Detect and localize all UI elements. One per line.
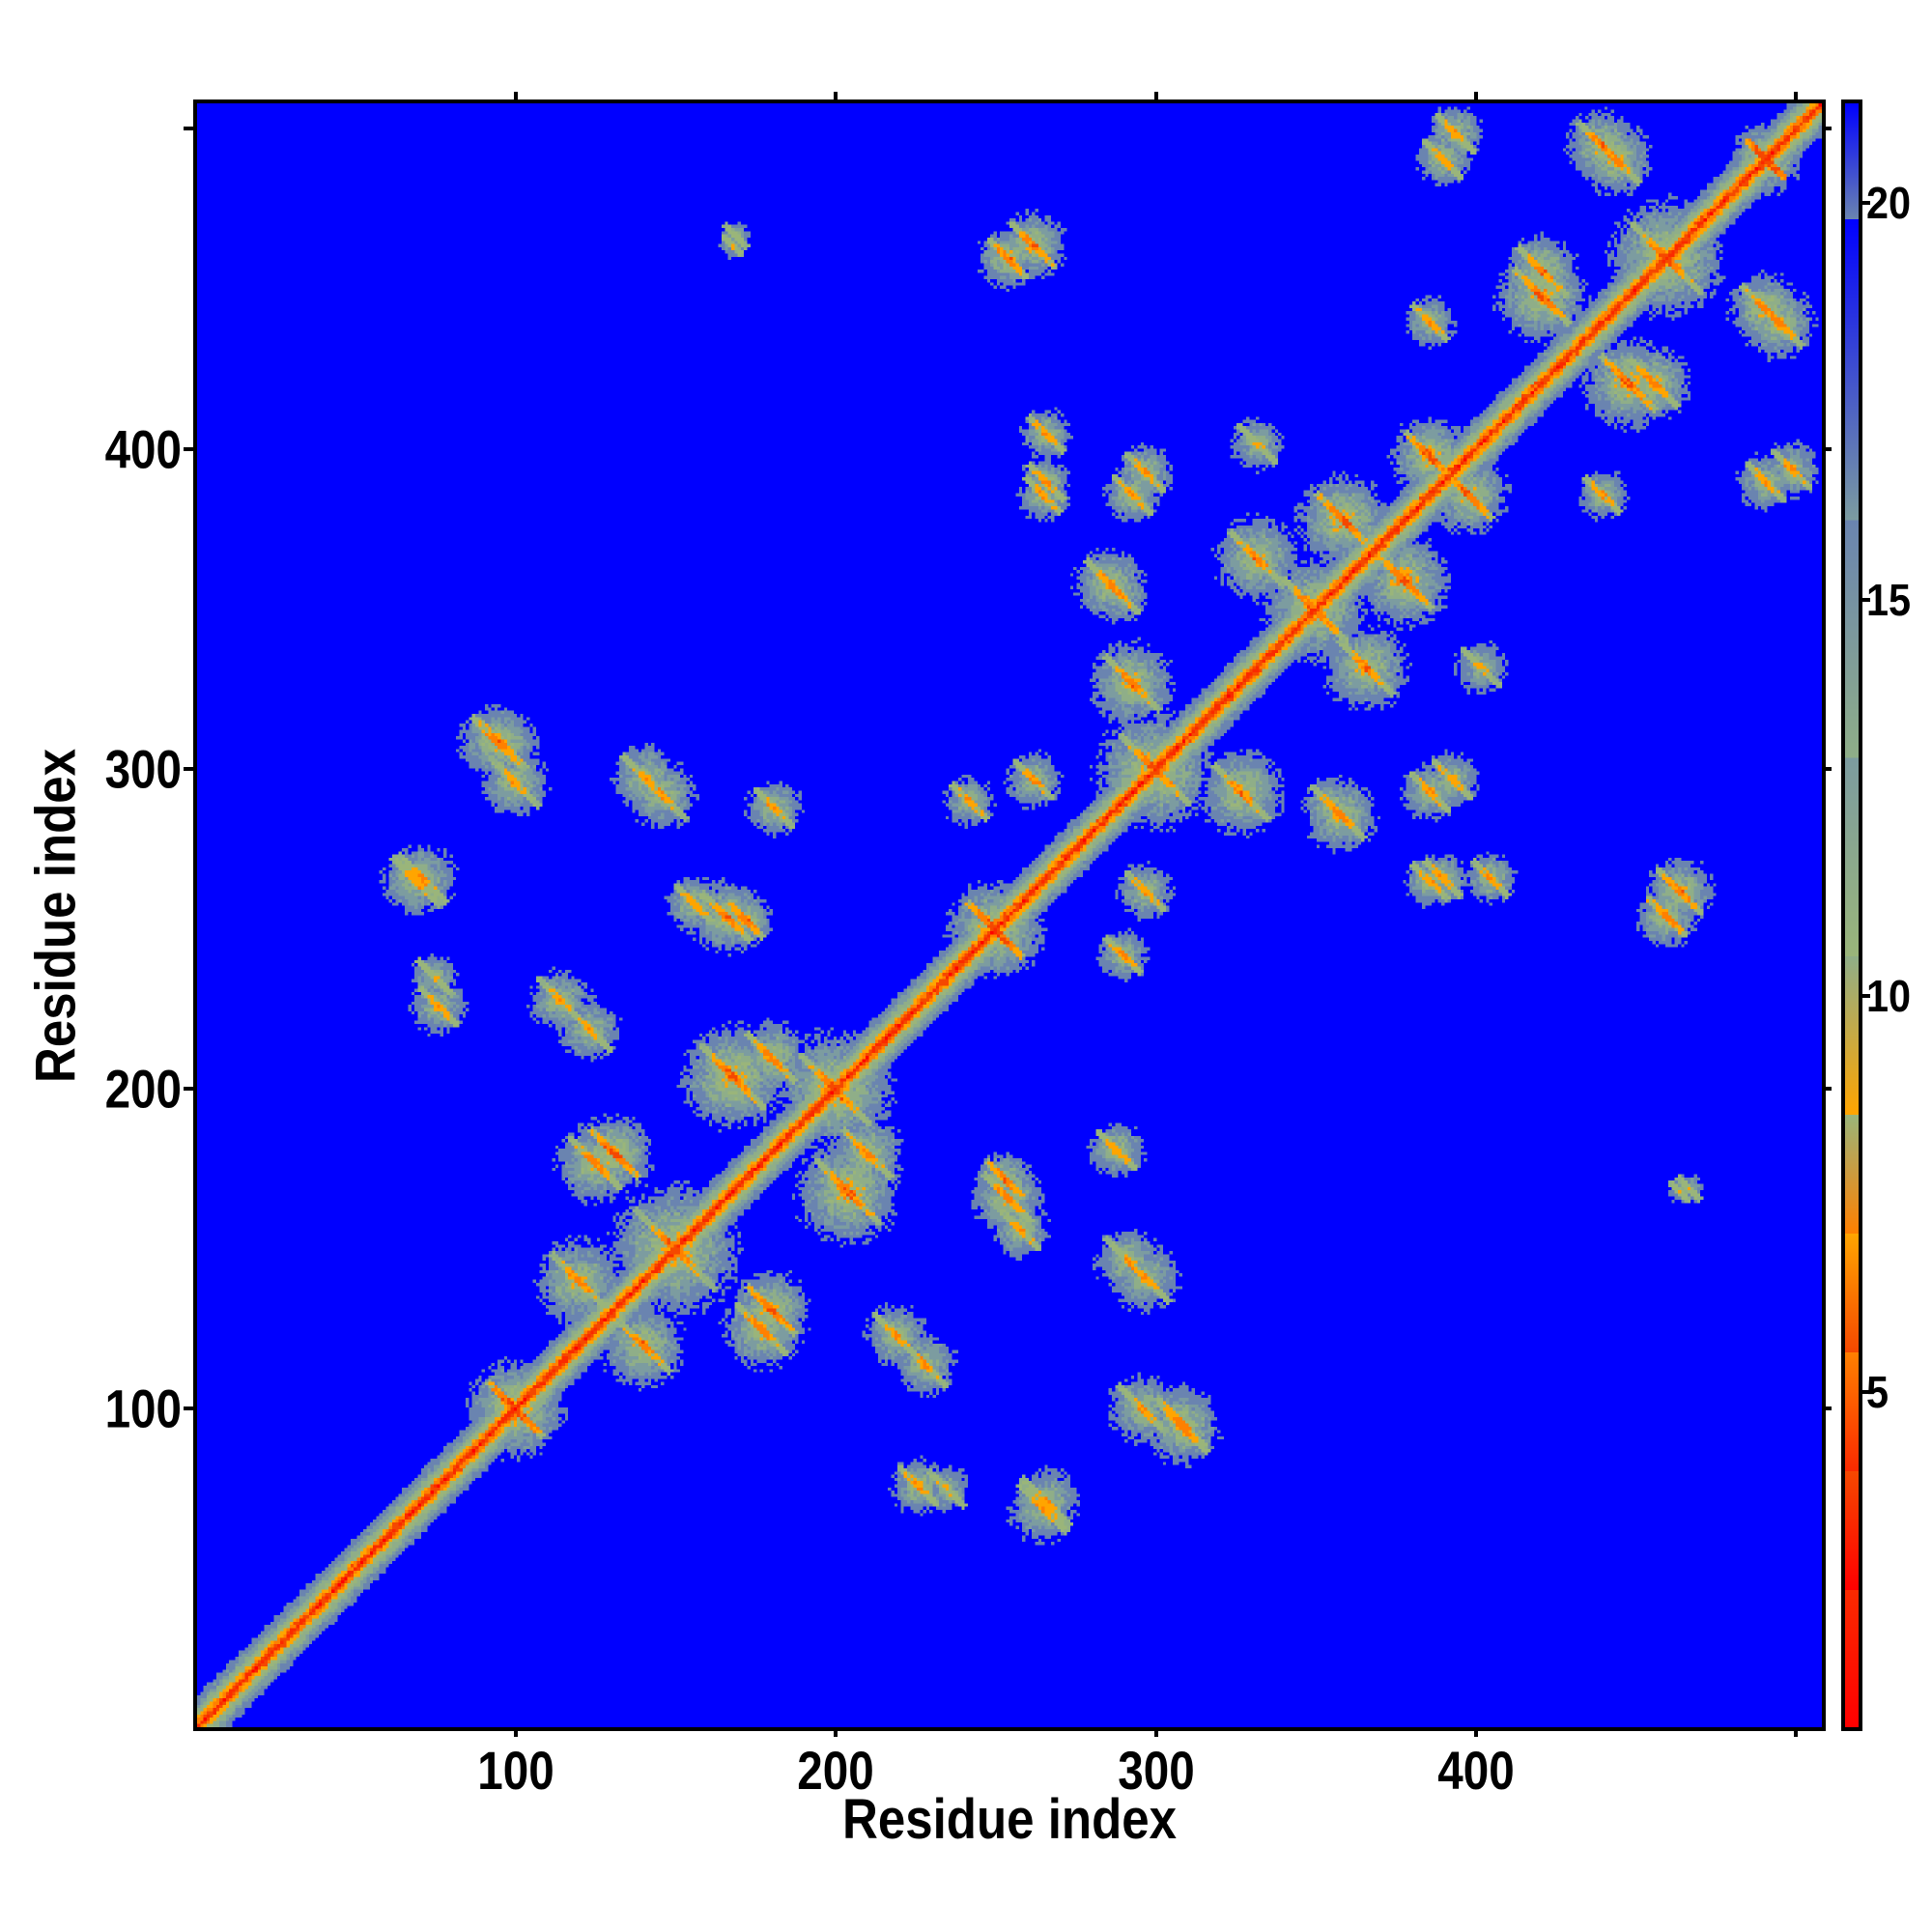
y-tick-mark-right — [1822, 1406, 1832, 1411]
x-tick-mark-bottom — [834, 1727, 838, 1737]
y-tick-mark-right — [1822, 127, 1832, 131]
y-tick-mark-left — [184, 1087, 193, 1092]
x-tick-mark-bottom — [1474, 1727, 1479, 1737]
x-axis-label: Residue index — [841, 1788, 1178, 1851]
colorbar-tick-label: 10 — [1866, 970, 1912, 1021]
colorbar-tick-mark — [1861, 993, 1870, 998]
y-tick-mark-left — [184, 446, 193, 451]
y-tick-label: 300 — [104, 738, 182, 800]
colorbar-tick-label: 15 — [1866, 574, 1912, 625]
x-tick-mark-top — [1474, 92, 1479, 101]
colorbar-tick-mark — [1861, 1389, 1870, 1394]
colorbar-tick-label: 20 — [1866, 178, 1912, 229]
y-tick-mark-left — [184, 127, 193, 131]
x-tick-mark-bottom — [1153, 1727, 1158, 1737]
colorbar-tick-mark — [1861, 597, 1870, 602]
distance-map-plot — [197, 103, 1822, 1727]
y-tick-label: 400 — [104, 418, 182, 480]
x-tick-mark-top — [513, 92, 518, 101]
colorbar-tick-mark — [1861, 201, 1870, 206]
y-tick-mark-right — [1822, 1087, 1832, 1092]
x-tick-mark-top — [834, 92, 838, 101]
x-tick-label: 400 — [1437, 1740, 1515, 1801]
x-tick-label: 200 — [797, 1740, 874, 1801]
colorbar — [1841, 99, 1862, 1731]
y-tick-label: 100 — [104, 1378, 182, 1439]
y-tick-mark-right — [1822, 766, 1832, 771]
x-tick-mark-bottom — [1794, 1727, 1799, 1737]
colorbar-tick-label: 5 — [1866, 1366, 1889, 1417]
distance-heatmap — [197, 103, 1822, 1727]
y-tick-label: 200 — [104, 1058, 182, 1120]
y-tick-mark-left — [184, 766, 193, 771]
x-tick-mark-top — [1794, 92, 1799, 101]
x-tick-mark-bottom — [513, 1727, 518, 1737]
y-axis-label: Residue index — [24, 748, 88, 1084]
y-tick-mark-left — [184, 1406, 193, 1411]
x-tick-label: 100 — [477, 1740, 554, 1801]
y-tick-mark-right — [1822, 446, 1832, 451]
x-tick-mark-top — [1153, 92, 1158, 101]
x-tick-label: 300 — [1117, 1740, 1195, 1801]
